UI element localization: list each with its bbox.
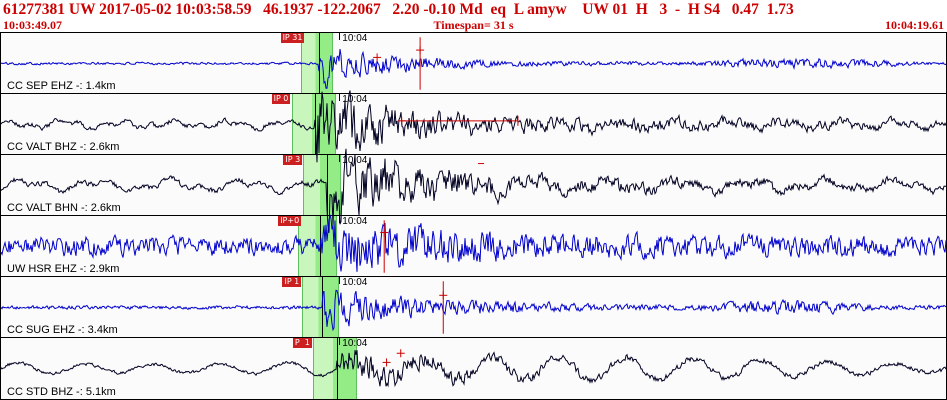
trace-row-sug-ehz: 10:04 IP 1 CC SUG EHZ -: 3.4km [0,277,947,338]
station-label-std-bhz: CC STD BHZ -: 5.1km [7,386,116,398]
time-axis-header: 10:03:49.07 Timespan= 31 s 10:04:19.61 [0,18,947,32]
waveform-sep-ehz[interactable] [0,33,947,94]
trace-row-sep-ehz: 10:04 IP 31 CC SEP EHZ -: 1.4km [0,33,947,94]
waveform-hsr-ehz[interactable] [0,214,947,277]
pick-time-line[interactable] [326,155,328,215]
station-label-sep-ehz: CC SEP EHZ -: 1.4km [7,80,116,92]
minute-label: 10:04 [342,94,368,105]
pick-time-line[interactable] [320,216,322,276]
minute-tick [339,338,341,345]
trace-row-std-bhz: 10:04 P 1 CC STD BHZ -: 5.1km [0,338,947,399]
waveform-std-bhz[interactable] [0,338,947,399]
station-label-hsr-ehz: UW HSR EHZ -: 2.9km [7,263,120,275]
minute-label: 10:04 [342,338,368,349]
pick-window-valt-bhn[interactable] [303,155,342,215]
window-start-time: 10:03:49.07 [3,17,62,32]
trace-row-valt-bhn: 10:04 IP 3 CC VALT BHN -: 2.6km [0,148,947,233]
pick-flag-sep-ehz[interactable]: IP 31 [280,33,305,43]
pick-time-line[interactable] [322,277,324,337]
waveform-valt-bhz[interactable] [0,90,947,163]
pick-time-line[interactable] [336,338,338,399]
minute-label: 10:04 [342,216,368,227]
station-label-valt-bhz: CC VALT BHZ -: 2.6km [7,141,120,153]
station-label-sug-ehz: CC SUG EHZ -: 3.4km [7,324,118,336]
minute-label: 10:04 [342,155,368,166]
event-header: 61277381 UW 2017-05-02 10:03:58.59 46.19… [3,1,794,18]
minute-tick [339,33,341,40]
pick-window-std-bhz[interactable] [312,338,357,399]
station-label-valt-bhn: CC VALT BHN -: 2.6km [7,202,121,214]
trace-row-hsr-ehz: 10:04 IP+0 UW HSR EHZ -: 2.9km [0,214,947,277]
pick-flag-valt-bhz[interactable]: IP 0 [271,94,291,104]
minute-tick [339,155,341,162]
trace-panel: 10:04 IP 31 CC SEP EHZ -: 1.4km 10:04 IP 0 CC… [0,32,947,400]
window-end-time: 10:04:19.61 [885,17,944,32]
minute-tick [339,94,341,101]
pick-flag-hsr-ehz[interactable]: IP+0 [278,216,302,226]
minute-tick [339,277,341,284]
minute-tick [339,216,341,223]
pick-flag-sug-ehz[interactable]: IP 1 [282,277,302,287]
timespan-label: Timespan= 31 s [433,17,514,32]
pick-flag-valt-bhn[interactable]: IP 3 [283,155,303,165]
minute-label: 10:04 [342,277,368,288]
pick-window-sep-ehz[interactable] [300,33,334,93]
waveform-sug-ehz[interactable] [0,277,947,338]
pick-flag-std-bhz[interactable]: P 1 [292,338,312,348]
trace-row-valt-bhz: 10:04 IP 0 CC VALT BHZ -: 2.6km [0,90,947,163]
minute-label: 10:04 [342,33,368,44]
waveform-valt-bhn[interactable] [0,148,947,233]
